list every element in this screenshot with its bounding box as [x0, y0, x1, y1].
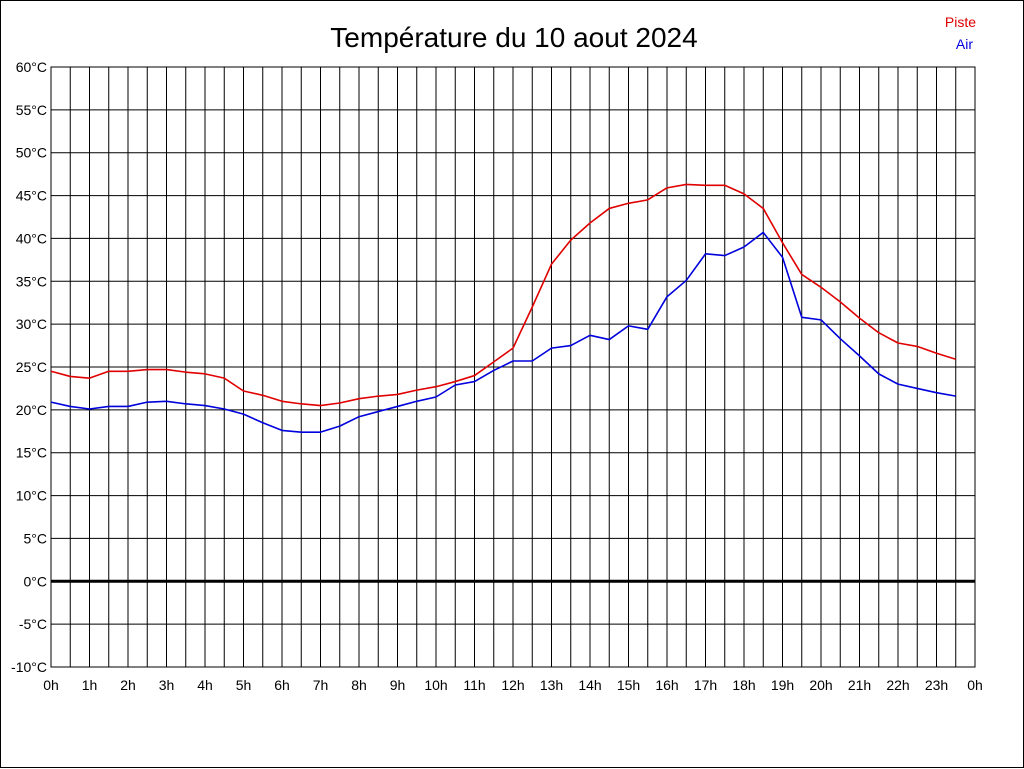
grid: [50, 66, 976, 668]
y-tick-label: 0°C: [24, 573, 48, 589]
y-tick-label: -5°C: [19, 616, 47, 632]
legend-air: Air: [956, 36, 973, 52]
series-line-piste: [50, 183, 956, 407]
x-tick-label: 19h: [771, 677, 794, 693]
y-tick-label: 30°C: [16, 316, 47, 332]
x-tick-label: 3h: [159, 677, 175, 693]
x-tick-label: 18h: [732, 677, 755, 693]
y-tick-label: 50°C: [16, 145, 47, 161]
x-tick-label: 12h: [501, 677, 524, 693]
plot-border: [50, 66, 976, 668]
x-tick-label: 8h: [351, 677, 367, 693]
x-tick-label: 10h: [424, 677, 447, 693]
y-tick-label: 55°C: [16, 102, 47, 118]
x-tick-label: 0h: [967, 677, 983, 693]
y-tick-label: 5°C: [24, 530, 48, 546]
x-tick-label: 1h: [82, 677, 98, 693]
x-tick-label: 9h: [390, 677, 406, 693]
y-tick-label: 40°C: [16, 230, 47, 246]
x-tick-label: 2h: [120, 677, 136, 693]
x-tick-label: 20h: [809, 677, 832, 693]
x-tick-label: 15h: [617, 677, 640, 693]
y-tick-label: 45°C: [16, 188, 47, 204]
x-tick-label: 14h: [578, 677, 601, 693]
y-tick-label: 10°C: [16, 488, 47, 504]
x-tick-label: 23h: [925, 677, 948, 693]
y-tick-label: 20°C: [16, 402, 47, 418]
y-tick-label: 25°C: [16, 359, 47, 375]
x-tick-label: 4h: [197, 677, 213, 693]
x-tick-label: 21h: [848, 677, 871, 693]
y-tick-label: -10°C: [11, 659, 47, 675]
x-tick-label: 16h: [655, 677, 678, 693]
series-line-air: [50, 231, 956, 433]
y-tick-label: 60°C: [16, 59, 47, 75]
chart-title: Température du 10 aout 2024: [330, 22, 697, 53]
x-tick-label: 7h: [313, 677, 329, 693]
x-tick-label: 5h: [236, 677, 252, 693]
y-tick-label: 35°C: [16, 273, 47, 289]
x-tick-label: 17h: [694, 677, 717, 693]
legend-piste: Piste: [945, 14, 976, 30]
y-tick-label: 15°C: [16, 445, 47, 461]
x-tick-label: 11h: [463, 677, 485, 693]
x-tick-label: 13h: [540, 677, 563, 693]
x-tick-label: 22h: [886, 677, 909, 693]
axis-ticks: -10°C -5°C 0°C 5°C 10°C 15°C 20°C 25°C 30°C 35°C 4…: [11, 59, 983, 693]
x-tick-label: 6h: [274, 677, 290, 693]
series-lines: [50, 183, 956, 433]
x-tick-label: 0h: [43, 677, 59, 693]
